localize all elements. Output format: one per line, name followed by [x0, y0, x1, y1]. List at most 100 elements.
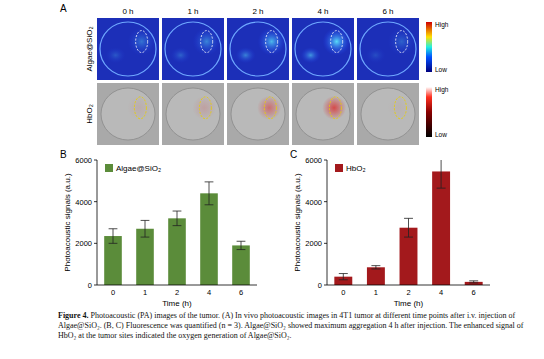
- x-tick-label: 2: [406, 288, 410, 297]
- error-cap: [173, 211, 182, 212]
- row-label: HbO₂: [85, 104, 94, 124]
- signal-blob: [258, 28, 286, 56]
- column-header: 4 h: [317, 7, 328, 16]
- error-cap: [237, 249, 246, 250]
- error-stem: [113, 229, 114, 244]
- error-stem: [375, 266, 376, 269]
- y-axis: [327, 160, 328, 285]
- legend-label: Algae@SiO₂: [116, 164, 161, 173]
- signal-blob: [388, 28, 416, 56]
- body-outline: [231, 88, 285, 140]
- signal-blob: [323, 28, 351, 56]
- error-cap: [237, 241, 246, 242]
- y-axis-label: Photoacoustic signals (a.u.): [63, 173, 72, 272]
- legend-swatch: [105, 164, 113, 172]
- colorbar-label: Low: [435, 131, 447, 138]
- caption: Figure 4. Photoacoustic (PA) images of t…: [58, 311, 530, 341]
- tumor-outline: [396, 31, 408, 53]
- x-tick-label: 1: [374, 288, 378, 297]
- caption-label: Figure 4.: [58, 311, 89, 320]
- error-cap: [205, 181, 214, 182]
- signal-blob: [366, 47, 386, 63]
- y-tick-label: 4000: [305, 198, 322, 207]
- x-tick-label: 6: [472, 288, 476, 297]
- signal-blob: [322, 96, 346, 120]
- error-cap: [109, 243, 118, 244]
- y-tick: [94, 160, 97, 161]
- signal-blob: [127, 96, 151, 120]
- error-bar: [339, 274, 348, 280]
- colorbar-label: Low: [435, 66, 447, 73]
- pa-image: [162, 83, 224, 145]
- tumor-outline: [394, 97, 406, 119]
- signal-blob: [236, 47, 256, 63]
- bar: [104, 236, 122, 285]
- x-tick-label: 6: [239, 288, 243, 297]
- tumor-outline: [134, 97, 146, 119]
- x-axis: [97, 285, 257, 286]
- signal-blob: [192, 96, 216, 120]
- error-bar: [437, 160, 446, 188]
- error-stem: [177, 211, 178, 226]
- error-cap: [141, 237, 150, 238]
- signal-blob: [193, 28, 221, 56]
- tumor-outline: [329, 97, 341, 119]
- pa-image: [227, 18, 289, 80]
- colorbar-label: High: [435, 86, 449, 94]
- x-axis-label: Time (h): [394, 299, 424, 308]
- plot-area: [104, 182, 250, 285]
- y-tick-label: 6000: [305, 156, 322, 165]
- bar: [168, 218, 186, 285]
- body-outline: [295, 22, 351, 76]
- body-outline: [166, 88, 220, 140]
- tumor-outline: [199, 97, 211, 119]
- body-outline: [165, 22, 221, 76]
- error-bar: [205, 182, 214, 205]
- error-cap: [469, 282, 478, 283]
- x-axis-label: Time (h): [162, 299, 192, 308]
- error-cap: [371, 265, 380, 266]
- bar: [200, 193, 218, 285]
- error-cap: [404, 218, 413, 219]
- tumor-outline: [331, 31, 343, 53]
- error-cap: [437, 188, 446, 189]
- pa-image: [357, 83, 419, 145]
- error-bar: [109, 229, 118, 244]
- y-tick: [324, 201, 327, 202]
- bar: [432, 171, 450, 285]
- signal-blob: [387, 96, 411, 120]
- body-outline: [101, 88, 155, 140]
- signal-blob: [106, 47, 126, 63]
- pa-image: [97, 83, 159, 145]
- x-tick-label: 0: [111, 288, 115, 297]
- bar: [136, 229, 154, 285]
- row-label: Algae@SiO₂: [85, 26, 94, 71]
- y-tick-label: 0: [88, 281, 92, 290]
- body-outline: [100, 22, 156, 76]
- bar: [367, 267, 385, 285]
- y-tick: [94, 243, 97, 244]
- column-header: 1 h: [187, 7, 198, 16]
- error-cap: [141, 220, 150, 221]
- error-cap: [469, 280, 478, 281]
- signal-blob: [171, 47, 191, 63]
- panel-label: B: [60, 149, 67, 160]
- error-bar: [173, 211, 182, 226]
- x-tick-label: 0: [341, 288, 345, 297]
- legend-label: HbO₂: [346, 164, 366, 173]
- error-cap: [339, 273, 348, 274]
- y-tick-label: 2000: [305, 239, 322, 248]
- error-cap: [109, 228, 118, 229]
- colorbar-label: High: [435, 21, 449, 29]
- column-header: 0 h: [122, 7, 133, 16]
- plot-area: [334, 160, 482, 285]
- tumor-outline: [136, 31, 148, 53]
- column-header: 2 h: [252, 7, 263, 16]
- signal-blob: [128, 28, 156, 56]
- pa-image: [292, 18, 354, 80]
- error-cap: [205, 204, 214, 205]
- caption-text: Photoacoustic (PA) images of the tumor. …: [58, 311, 523, 340]
- pa-image: [162, 18, 224, 80]
- error-bar: [469, 281, 478, 283]
- bar: [232, 245, 250, 285]
